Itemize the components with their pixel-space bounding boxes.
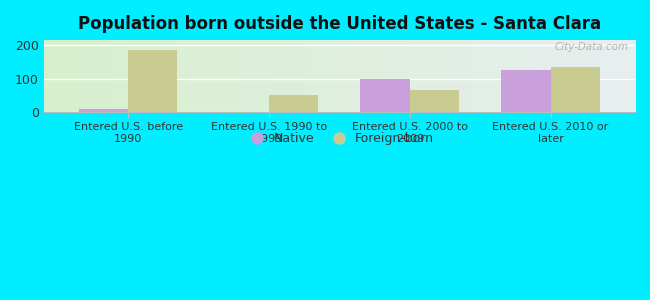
Legend: Native, Foreign-born: Native, Foreign-born <box>240 128 439 150</box>
Bar <box>128 50 177 112</box>
Text: City-Data.com: City-Data.com <box>555 42 629 52</box>
Bar <box>551 67 600 112</box>
Bar <box>501 70 551 112</box>
Bar <box>269 95 318 112</box>
Bar <box>410 90 459 112</box>
Bar <box>79 109 128 112</box>
Title: Population born outside the United States - Santa Clara: Population born outside the United State… <box>78 15 601 33</box>
Bar <box>361 79 410 112</box>
